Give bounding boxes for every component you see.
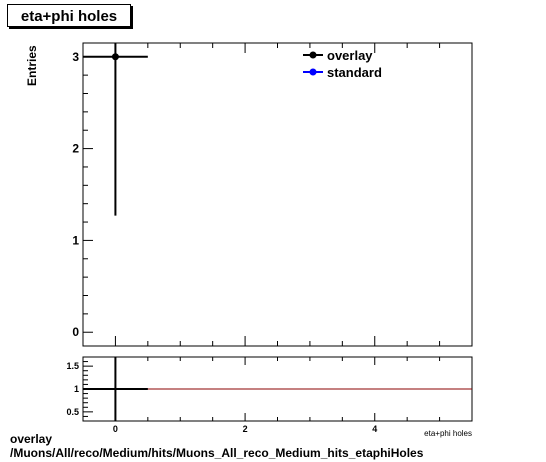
y-tick-label: 1 — [72, 233, 79, 247]
y-tick-label: 2 — [72, 142, 79, 156]
ratio-x-tick-label: 2 — [243, 424, 248, 434]
chart-title: eta+phi holes — [7, 4, 131, 27]
ratio-plot: 0.5 1 1.5 0 2 4 eta+phi holes — [66, 356, 473, 438]
caption-overlay: overlay — [10, 432, 53, 446]
x-axis-label: eta+phi holes — [424, 429, 472, 438]
ratio-y-tick-label: 1.5 — [66, 361, 79, 371]
y-tick-label: 3 — [72, 50, 79, 64]
legend-label-overlay: overlay — [327, 48, 373, 63]
legend-marker-standard — [309, 68, 317, 76]
legend-label-standard: standard — [327, 65, 382, 80]
y-tick-label: 0 — [72, 325, 79, 339]
ratio-x-tick-label: 4 — [372, 424, 377, 434]
ratio-y-tick-label: 0.5 — [66, 407, 79, 417]
legend-marker-overlay — [309, 51, 317, 59]
caption-path: /Muons/All/reco/Medium/hits/Muons_All_re… — [10, 446, 424, 460]
ratio-y-tick-label: 1 — [74, 384, 79, 394]
ratio-x-tick-label: 0 — [113, 424, 118, 434]
main-plot: 0 1 2 3 overlay standard — [72, 42, 473, 347]
main-plot-frame — [82, 42, 473, 347]
overlay-data-point — [111, 53, 119, 61]
